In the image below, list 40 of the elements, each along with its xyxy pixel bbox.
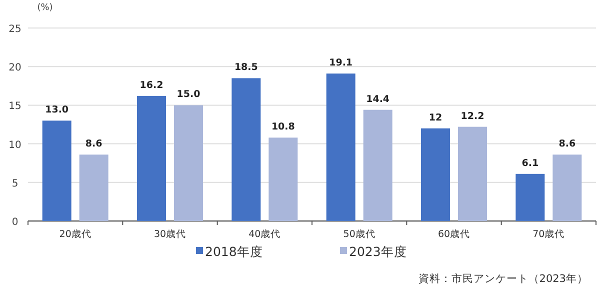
x-tick-label: 40歳代 (248, 228, 281, 240)
y-tick-label: 10 (8, 140, 22, 151)
data-label: 10.8 (271, 122, 296, 133)
y-tick-label: 20 (8, 62, 22, 74)
bar (516, 174, 545, 221)
y-tick-label: 15 (8, 101, 22, 112)
x-tick-label: 60歳代 (438, 228, 470, 240)
x-tick-label: 70歳代 (532, 228, 565, 240)
bar (42, 120, 72, 221)
bar (79, 154, 108, 221)
data-label: 6.1 (522, 158, 539, 169)
data-label: 12.2 (460, 110, 484, 122)
y-tick-label: 0 (12, 217, 18, 228)
y-axis-title: (%) (37, 3, 53, 13)
bar (326, 74, 356, 221)
x-tick-label: 20歳代 (59, 228, 92, 240)
bar (421, 128, 450, 221)
data-label: 16.2 (140, 80, 164, 91)
bar (458, 126, 487, 221)
bar (363, 110, 392, 221)
legend-label: 2023年度 (349, 244, 407, 259)
bar (232, 78, 261, 221)
data-label: 15.0 (176, 89, 201, 100)
data-label: 13.0 (45, 104, 69, 116)
y-tick-label: 25 (8, 24, 22, 35)
legend-label: 2018年度 (205, 244, 263, 259)
x-tick-label: 50歳代 (343, 228, 376, 240)
y-tick-label: 5 (12, 178, 18, 190)
bar (552, 154, 582, 221)
data-label: 18.5 (234, 62, 258, 74)
data-label: 8.6 (558, 138, 576, 150)
bar (268, 138, 298, 221)
x-tick-label: 30歳代 (154, 228, 186, 240)
data-label: 19.1 (329, 58, 353, 69)
bar (174, 105, 203, 221)
data-label: 8.6 (85, 138, 103, 150)
bar (137, 96, 166, 221)
text: 資料：市民アンケート（2023年） (418, 272, 588, 285)
data-label: 14.4 (366, 94, 390, 105)
data-label: 12 (428, 112, 442, 124)
